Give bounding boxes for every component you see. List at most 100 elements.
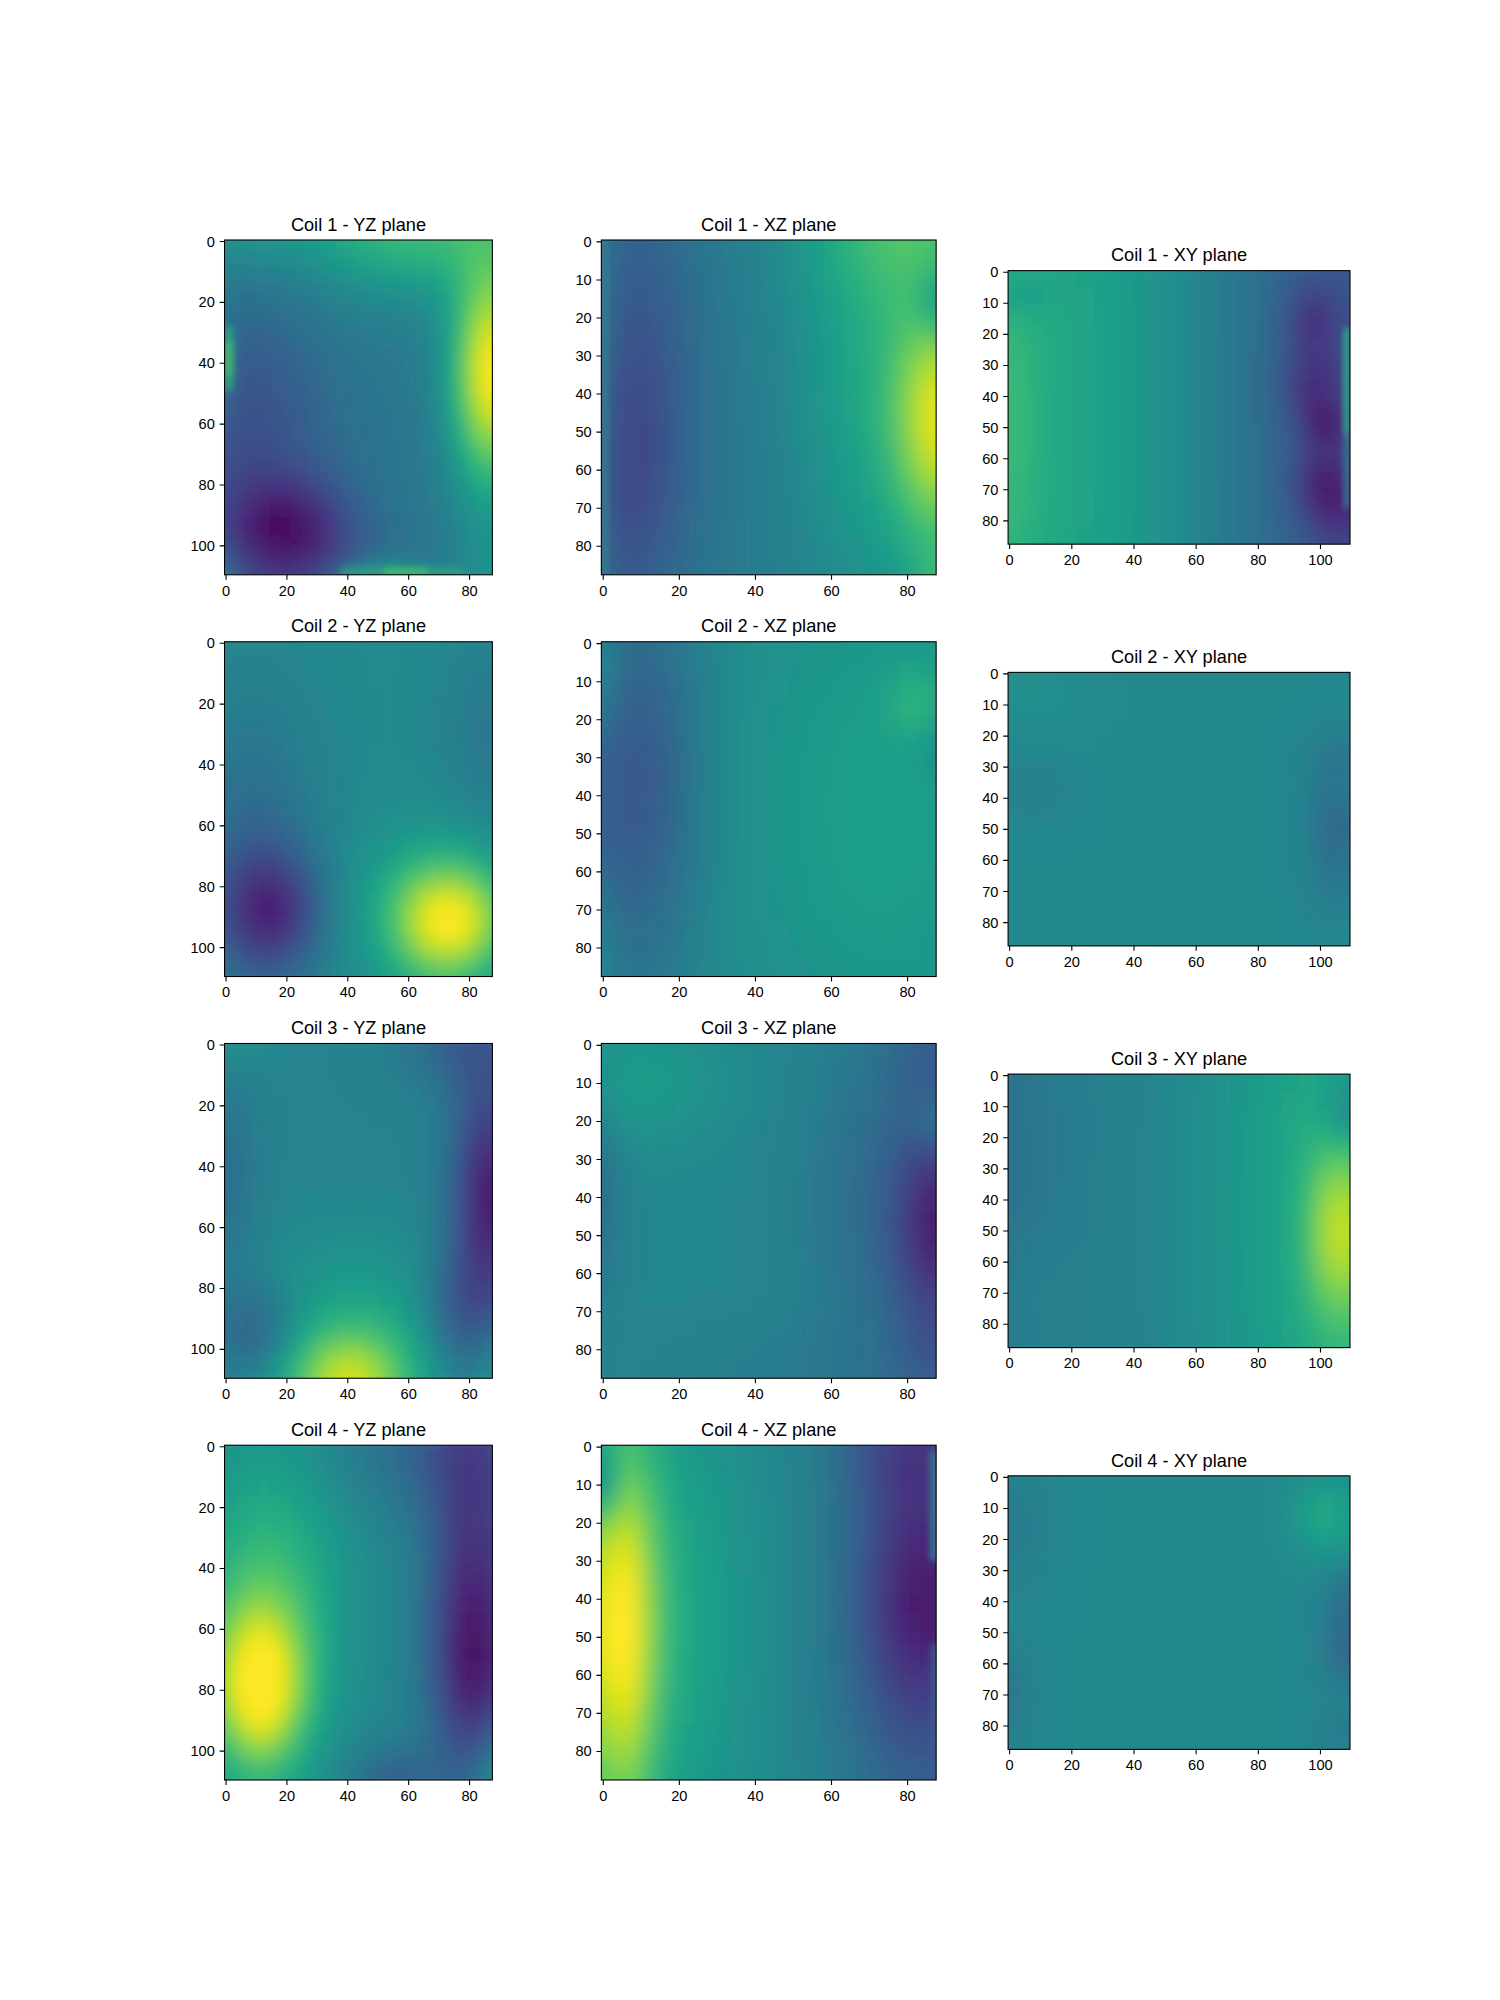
svg-text:20: 20 xyxy=(671,1386,687,1402)
svg-text:60: 60 xyxy=(823,583,839,599)
svg-text:Coil 1 - XZ plane: Coil 1 - XZ plane xyxy=(701,215,836,235)
svg-text:Coil 4 - XY plane: Coil 4 - XY plane xyxy=(1111,1451,1247,1471)
svg-text:20: 20 xyxy=(575,1113,591,1129)
svg-text:30: 30 xyxy=(575,1553,591,1569)
svg-text:20: 20 xyxy=(671,984,687,1000)
svg-text:40: 40 xyxy=(340,1386,356,1402)
svg-text:80: 80 xyxy=(575,538,591,554)
svg-text:0: 0 xyxy=(1006,1355,1014,1371)
svg-text:10: 10 xyxy=(982,1500,998,1516)
svg-text:30: 30 xyxy=(982,759,998,775)
svg-text:0: 0 xyxy=(584,1037,592,1053)
svg-text:70: 70 xyxy=(982,1687,998,1703)
svg-text:70: 70 xyxy=(982,482,998,498)
svg-text:20: 20 xyxy=(199,294,215,310)
svg-text:40: 40 xyxy=(982,389,998,405)
svg-text:30: 30 xyxy=(575,1152,591,1168)
svg-text:60: 60 xyxy=(575,1667,591,1683)
svg-text:50: 50 xyxy=(982,1223,998,1239)
svg-text:60: 60 xyxy=(575,1266,591,1282)
svg-text:Coil 4 - YZ plane: Coil 4 - YZ plane xyxy=(291,1420,426,1440)
svg-text:0: 0 xyxy=(584,636,592,652)
svg-text:0: 0 xyxy=(990,666,998,682)
svg-text:10: 10 xyxy=(575,1075,591,1091)
svg-text:70: 70 xyxy=(575,1705,591,1721)
svg-text:20: 20 xyxy=(1064,552,1080,568)
svg-text:30: 30 xyxy=(982,357,998,373)
svg-text:80: 80 xyxy=(461,583,477,599)
svg-text:20: 20 xyxy=(671,1788,687,1804)
svg-text:0: 0 xyxy=(222,984,230,1000)
svg-text:30: 30 xyxy=(575,348,591,364)
svg-text:0: 0 xyxy=(584,234,592,250)
svg-text:0: 0 xyxy=(207,234,215,250)
svg-text:20: 20 xyxy=(671,583,687,599)
svg-text:100: 100 xyxy=(1308,1757,1332,1773)
svg-text:20: 20 xyxy=(982,1532,998,1548)
svg-text:50: 50 xyxy=(575,826,591,842)
svg-text:10: 10 xyxy=(982,697,998,713)
svg-text:20: 20 xyxy=(982,1130,998,1146)
svg-text:60: 60 xyxy=(401,1386,417,1402)
svg-text:20: 20 xyxy=(575,310,591,326)
svg-text:80: 80 xyxy=(575,1743,591,1759)
svg-text:80: 80 xyxy=(461,984,477,1000)
svg-text:70: 70 xyxy=(575,500,591,516)
svg-text:Coil 1 - XY plane: Coil 1 - XY plane xyxy=(1111,245,1247,265)
svg-text:Coil 2 - XY plane: Coil 2 - XY plane xyxy=(1111,647,1247,667)
svg-text:60: 60 xyxy=(575,864,591,880)
svg-text:20: 20 xyxy=(575,712,591,728)
svg-text:Coil 3 - XY plane: Coil 3 - XY plane xyxy=(1111,1049,1247,1069)
svg-text:10: 10 xyxy=(575,674,591,690)
svg-text:Coil 3 - YZ plane: Coil 3 - YZ plane xyxy=(291,1018,426,1038)
svg-text:80: 80 xyxy=(199,1280,215,1296)
svg-text:70: 70 xyxy=(575,1304,591,1320)
svg-text:10: 10 xyxy=(575,272,591,288)
svg-text:20: 20 xyxy=(279,1788,295,1804)
svg-text:40: 40 xyxy=(982,790,998,806)
svg-text:20: 20 xyxy=(982,326,998,342)
svg-text:40: 40 xyxy=(747,583,763,599)
svg-text:50: 50 xyxy=(982,1625,998,1641)
svg-text:40: 40 xyxy=(199,355,215,371)
svg-text:0: 0 xyxy=(990,264,998,280)
svg-text:60: 60 xyxy=(401,1788,417,1804)
svg-text:40: 40 xyxy=(340,1788,356,1804)
svg-text:80: 80 xyxy=(899,984,915,1000)
svg-text:40: 40 xyxy=(575,1591,591,1607)
svg-text:80: 80 xyxy=(575,1342,591,1358)
svg-text:0: 0 xyxy=(599,1386,607,1402)
svg-text:60: 60 xyxy=(823,1788,839,1804)
svg-text:40: 40 xyxy=(1126,1355,1142,1371)
svg-text:40: 40 xyxy=(1126,552,1142,568)
svg-text:40: 40 xyxy=(982,1192,998,1208)
svg-text:60: 60 xyxy=(982,1254,998,1270)
svg-text:80: 80 xyxy=(982,1718,998,1734)
svg-text:0: 0 xyxy=(599,1788,607,1804)
svg-text:30: 30 xyxy=(982,1563,998,1579)
svg-text:60: 60 xyxy=(823,1386,839,1402)
svg-text:60: 60 xyxy=(199,1220,215,1236)
svg-text:Coil 1 - YZ plane: Coil 1 - YZ plane xyxy=(291,215,426,235)
svg-text:Coil 4 - XZ plane: Coil 4 - XZ plane xyxy=(701,1420,836,1440)
svg-text:20: 20 xyxy=(1064,1757,1080,1773)
svg-text:40: 40 xyxy=(747,1788,763,1804)
svg-text:20: 20 xyxy=(279,1386,295,1402)
svg-text:60: 60 xyxy=(401,583,417,599)
svg-text:80: 80 xyxy=(1250,1757,1266,1773)
svg-text:70: 70 xyxy=(575,902,591,918)
svg-text:50: 50 xyxy=(575,1629,591,1645)
svg-text:70: 70 xyxy=(982,1285,998,1301)
svg-text:40: 40 xyxy=(982,1594,998,1610)
svg-text:30: 30 xyxy=(575,750,591,766)
svg-text:10: 10 xyxy=(982,295,998,311)
svg-text:80: 80 xyxy=(199,1682,215,1698)
svg-text:60: 60 xyxy=(1188,1757,1204,1773)
svg-text:80: 80 xyxy=(461,1788,477,1804)
svg-text:0: 0 xyxy=(599,984,607,1000)
svg-text:40: 40 xyxy=(340,583,356,599)
svg-text:80: 80 xyxy=(1250,954,1266,970)
svg-text:80: 80 xyxy=(199,879,215,895)
svg-text:20: 20 xyxy=(1064,1355,1080,1371)
svg-text:70: 70 xyxy=(982,884,998,900)
